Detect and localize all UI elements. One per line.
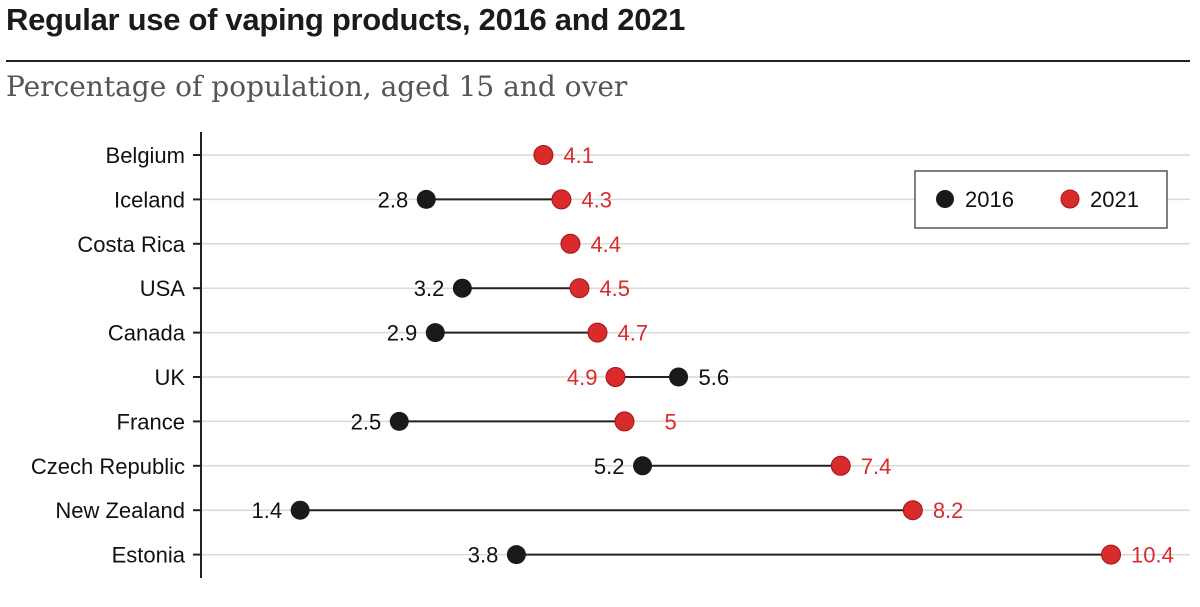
value-label-2016: 3.2 xyxy=(414,276,445,301)
point-2016 xyxy=(389,411,409,431)
value-label-2016: 3.8 xyxy=(468,543,499,568)
row-uk: UK 5.6 4.9 xyxy=(154,365,729,390)
row-usa: USA 3.2 4.5 xyxy=(140,276,630,301)
title-divider xyxy=(6,60,1190,62)
row-canada: Canada 2.9 4.7 xyxy=(108,321,648,346)
country-label: USA xyxy=(140,276,186,301)
row-czech-republic: Czech Republic 5.2 7.4 xyxy=(31,454,891,479)
country-label: UK xyxy=(154,365,185,390)
legend-box xyxy=(914,170,1168,229)
point-2021 xyxy=(560,233,581,254)
row-belgium: Belgium 4.1 xyxy=(106,143,594,168)
chart-subtitle: Percentage of population, aged 15 and ov… xyxy=(6,70,628,103)
chart-rows: Belgium 4.1 Iceland 2.8 4.3 Costa Rica 4.4 USA 3… xyxy=(31,143,1174,568)
value-label-2021: 4.5 xyxy=(599,276,630,301)
row-france: France 2.5 5 xyxy=(117,409,677,434)
point-2016 xyxy=(425,323,445,343)
point-2016 xyxy=(290,500,310,520)
legend-swatch-2016 xyxy=(936,190,954,208)
value-label-2016: 1.4 xyxy=(252,498,283,523)
value-label-2016: 5.6 xyxy=(699,365,730,390)
row-new-zealand: New Zealand 1.4 8.2 xyxy=(55,498,963,523)
point-2021 xyxy=(902,500,923,521)
point-2021 xyxy=(551,189,572,210)
legend-label-2016: 2016 xyxy=(965,187,1014,212)
legend: 2016 2021 xyxy=(914,170,1168,229)
value-label-2016: 2.9 xyxy=(387,321,418,346)
value-label-2021: 4.4 xyxy=(590,232,621,257)
point-2021 xyxy=(614,411,635,432)
value-label-2021: 7.4 xyxy=(861,454,892,479)
point-2021 xyxy=(533,145,554,165)
row-iceland: Iceland 2.8 4.3 xyxy=(114,187,612,212)
country-label: Estonia xyxy=(112,543,186,568)
point-2016 xyxy=(416,189,436,209)
point-2016 xyxy=(506,545,526,565)
legend-label-2021: 2021 xyxy=(1090,187,1139,212)
country-label: New Zealand xyxy=(55,498,185,523)
legend-swatch-2021 xyxy=(1060,189,1080,209)
chart-title: Regular use of vaping products, 2016 and… xyxy=(6,2,686,37)
country-label: France xyxy=(117,409,185,434)
value-label-2021: 4.3 xyxy=(581,187,612,212)
value-label-2021: 4.1 xyxy=(563,143,594,168)
point-2016 xyxy=(669,367,689,387)
value-label-2016: 2.5 xyxy=(351,409,382,434)
country-label: Czech Republic xyxy=(31,454,185,479)
country-label: Costa Rica xyxy=(77,232,185,257)
country-label: Iceland xyxy=(114,187,185,212)
point-2021 xyxy=(569,278,590,299)
row-estonia: Estonia 3.8 10.4 xyxy=(112,543,1174,568)
point-2016 xyxy=(633,456,653,476)
point-2021 xyxy=(830,455,851,476)
row-costa-rica: Costa Rica 4.4 xyxy=(77,232,621,257)
value-label-2021: 8.2 xyxy=(933,498,964,523)
value-label-2021: 4.7 xyxy=(617,321,648,346)
point-2016 xyxy=(452,278,472,298)
point-2021 xyxy=(605,367,626,387)
value-label-2021: 4.9 xyxy=(567,365,598,390)
point-2021 xyxy=(1101,544,1122,565)
value-label-2016: 5.2 xyxy=(594,454,625,479)
country-label: Canada xyxy=(108,321,186,346)
value-label-2021: 10.4 xyxy=(1131,543,1174,568)
country-label: Belgium xyxy=(106,143,185,168)
point-2021 xyxy=(587,322,608,343)
value-label-2021: 5 xyxy=(665,409,677,434)
value-label-2016: 2.8 xyxy=(378,187,409,212)
